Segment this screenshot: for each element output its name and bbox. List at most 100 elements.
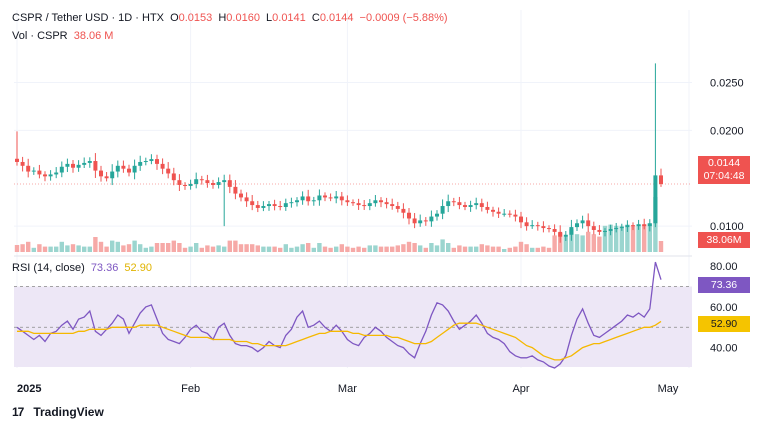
- volume-bar: [395, 245, 400, 252]
- volume-bar: [70, 244, 76, 252]
- candle-body: [138, 161, 143, 166]
- volume-bar: [356, 246, 361, 252]
- candle-body: [575, 223, 579, 228]
- volume-bar: [490, 246, 496, 252]
- volume-bar: [457, 245, 462, 252]
- candle-body: [547, 228, 551, 230]
- rsi-tick-label: 40.00: [710, 343, 738, 355]
- candle-body: [356, 203, 361, 206]
- candle-body: [15, 158, 19, 162]
- candle-body: [569, 227, 574, 235]
- volume-bar: [658, 241, 664, 252]
- volume-bar: [26, 241, 31, 252]
- candle-body: [199, 179, 204, 181]
- volume-bar: [294, 246, 300, 252]
- volume-bar: [591, 234, 596, 252]
- candle-body: [255, 205, 260, 208]
- volume-bar: [406, 241, 412, 252]
- volume-bar: [345, 246, 350, 252]
- candle-body: [440, 206, 445, 214]
- volume-bar: [462, 246, 468, 252]
- last-price-tag: 0.0144 07:04:48: [698, 156, 750, 184]
- candle-body: [524, 222, 529, 227]
- candle-body: [227, 180, 232, 187]
- candle-body: [614, 228, 619, 230]
- volume-bar: [401, 244, 406, 252]
- symbol-title[interactable]: CSPR / Tether USD · 1D · HTX: [12, 12, 164, 24]
- candle-body: [93, 161, 98, 171]
- candle-body: [188, 184, 193, 186]
- volume-bar: [328, 247, 333, 252]
- candle-body: [244, 197, 249, 202]
- candle-body: [541, 226, 546, 229]
- price-tick-label: 0.0250: [710, 77, 744, 89]
- volume-bar: [597, 236, 602, 252]
- rsi-legend-value: 73.36: [90, 262, 119, 274]
- volume-bar: [149, 246, 154, 252]
- rsi-lines: [16, 261, 662, 369]
- time-tick-label: Mar: [338, 383, 357, 395]
- volume-bar: [205, 245, 210, 252]
- candle-body: [160, 163, 165, 169]
- candle-body: [183, 184, 187, 186]
- volume-bar: [541, 246, 546, 252]
- volume-bar: [440, 239, 445, 252]
- volume-bar: [37, 244, 42, 252]
- candle-body: [71, 163, 75, 168]
- candle-body: [99, 170, 103, 177]
- high-value: 0.0160: [226, 12, 260, 24]
- candle-body: [558, 231, 563, 237]
- rsi-legend[interactable]: RSI (14, close) 73.36 52.90: [12, 262, 155, 274]
- volume-bar: [227, 240, 232, 252]
- time-axis[interactable]: 2025 Feb Mar Apr May: [17, 383, 679, 395]
- volume-bar: [278, 247, 283, 252]
- candle-body: [267, 204, 271, 207]
- candle-body: [334, 196, 339, 199]
- volume-bar: [160, 243, 165, 252]
- volume-bar: [384, 246, 389, 252]
- volume-bar: [602, 225, 608, 252]
- candle-body: [395, 206, 400, 209]
- candle-body: [647, 223, 652, 227]
- candle-body: [401, 208, 406, 213]
- volume-bar: [580, 235, 585, 252]
- volume-bar: [513, 246, 518, 252]
- rsi-tick-label: 60.00: [710, 302, 738, 314]
- volume-bar: [474, 246, 479, 252]
- candle-body: [507, 213, 512, 215]
- candle-body: [171, 173, 176, 181]
- volume-bar: [574, 234, 580, 252]
- volume-legend[interactable]: Vol · CSPR 38.06 M: [12, 30, 116, 42]
- volume-bar: [93, 237, 98, 252]
- volume-bar: [412, 243, 417, 252]
- volume-bar: [390, 246, 395, 252]
- rsi-tag: 73.36: [698, 277, 750, 293]
- candle-body: [642, 224, 647, 227]
- candle-body: [194, 179, 199, 184]
- candle-body: [127, 168, 131, 173]
- volume-bar: [283, 244, 288, 252]
- tradingview-logo: 17: [12, 405, 24, 419]
- candle-body: [407, 212, 411, 219]
- volume-bar: [138, 244, 143, 252]
- volume-bar: [272, 246, 277, 252]
- symbol-legend[interactable]: CSPR / Tether USD · 1D · HTX O0.0153 H0.…: [12, 12, 451, 24]
- volume-tag: 38.06M: [698, 232, 750, 248]
- candle-body: [311, 200, 316, 202]
- candle-body: [31, 170, 36, 172]
- volume-bar: [507, 247, 512, 252]
- price-axis[interactable]: 0.0250 0.0200 0.0100: [710, 77, 744, 233]
- candle-body: [351, 202, 355, 204]
- volume-bar: [250, 244, 255, 252]
- candle-body: [423, 220, 428, 222]
- rsi-axis[interactable]: 80.00 60.00 40.00: [710, 261, 738, 354]
- volume-bar: [502, 249, 507, 252]
- candle-body: [603, 230, 607, 232]
- volume-bar: [362, 247, 367, 252]
- candle-body: [48, 174, 53, 177]
- volume-bar: [42, 246, 48, 252]
- candle-body: [496, 211, 501, 214]
- tradingview-brand[interactable]: 17 TradingView: [12, 405, 104, 419]
- volume-bar: [54, 246, 59, 252]
